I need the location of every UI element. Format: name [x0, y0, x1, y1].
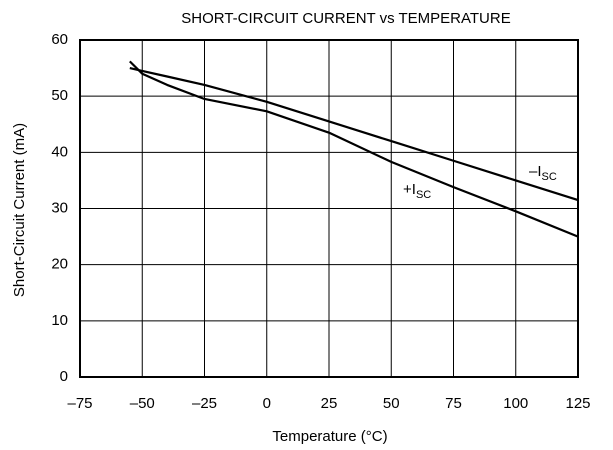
y-tick-label: 30	[51, 199, 68, 216]
y-axis-label: Short-Circuit Current (mA)	[11, 123, 28, 297]
y-tick-label: 50	[51, 87, 68, 104]
x-axis-label: Temperature (°C)	[272, 428, 387, 445]
x-tick-label: –50	[130, 395, 155, 412]
y-tick-label: 0	[60, 368, 68, 385]
series-label: –ISC	[529, 163, 557, 183]
series-line	[129, 67, 579, 202]
x-tick-label: –25	[192, 395, 217, 412]
y-tick-label: 60	[51, 31, 68, 48]
y-tick-label: 20	[51, 256, 68, 273]
y-tick-label: 40	[51, 143, 68, 160]
series-line	[129, 60, 579, 238]
x-tick-label: 100	[503, 395, 528, 412]
x-tick-label: 75	[445, 395, 462, 412]
plot-border	[79, 39, 579, 378]
series-label-sub: SC	[542, 171, 557, 183]
x-tick-label: 25	[321, 395, 338, 412]
series-label-main: +I	[403, 181, 416, 198]
series-label-sub: SC	[416, 189, 431, 201]
x-tick-label: –75	[67, 395, 92, 412]
x-tick-label: 0	[263, 395, 271, 412]
series-label: +ISC	[403, 181, 431, 201]
series-label-main: –I	[529, 163, 542, 180]
x-tick-label: 125	[565, 395, 590, 412]
chart-title: SHORT-CIRCUIT CURRENT vs TEMPERATURE	[181, 10, 510, 27]
y-tick-label: 10	[51, 312, 68, 329]
x-tick-label: 50	[383, 395, 400, 412]
